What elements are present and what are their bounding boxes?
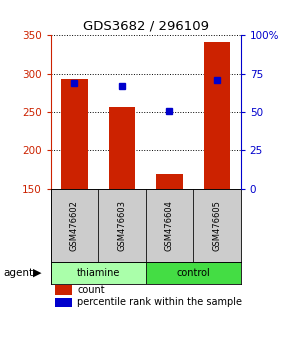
Text: GSM476602: GSM476602 [70, 200, 79, 251]
Text: ▶: ▶ [33, 268, 42, 278]
Text: GSM476604: GSM476604 [165, 200, 174, 251]
Bar [55, 298, 72, 307]
Text: count: count [77, 285, 105, 295]
Text: control: control [176, 268, 210, 278]
Text: thiamine: thiamine [77, 268, 120, 278]
Bar [146, 262, 241, 284]
Bar [156, 173, 182, 189]
Bar [51, 262, 146, 284]
Text: GSM476605: GSM476605 [213, 200, 222, 251]
Bar [109, 107, 135, 189]
Text: agent: agent [3, 268, 33, 278]
Bar [61, 79, 88, 189]
Title: GDS3682 / 296109: GDS3682 / 296109 [83, 20, 209, 33]
Bar [55, 285, 72, 295]
Text: percentile rank within the sample: percentile rank within the sample [77, 297, 242, 307]
Text: GSM476603: GSM476603 [117, 200, 126, 251]
Bar [51, 189, 98, 262]
Bar [146, 189, 193, 262]
Bar [193, 189, 241, 262]
Bar [204, 41, 230, 189]
Bar [98, 189, 146, 262]
